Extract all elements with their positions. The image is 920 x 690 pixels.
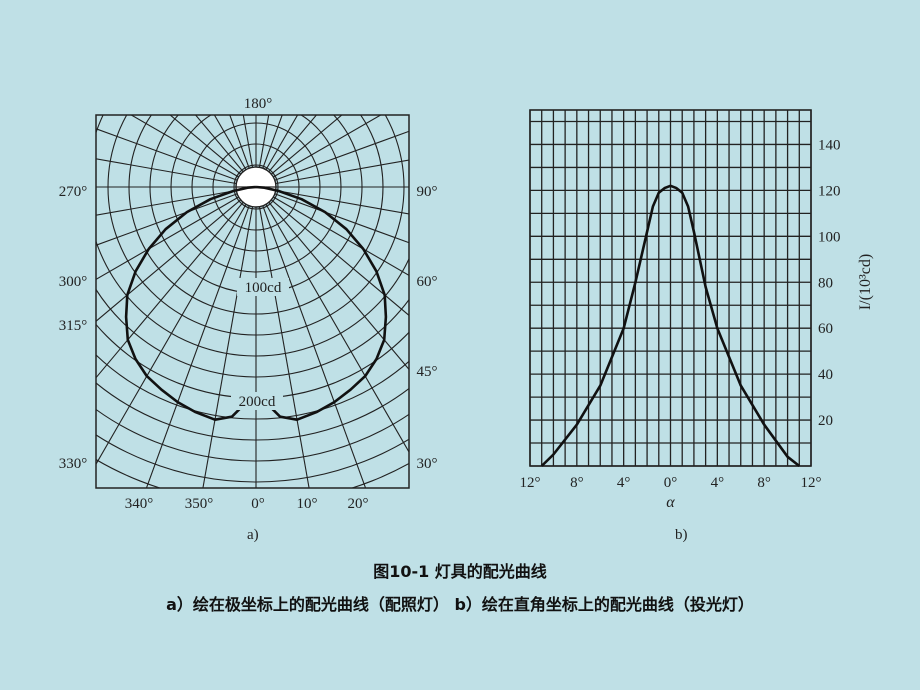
polar-grid-radial <box>269 115 343 176</box>
polar-grid-radial <box>130 115 241 179</box>
rect-frame <box>529 109 812 467</box>
rect-grid <box>529 109 812 467</box>
polar-grid-radial <box>96 189 239 216</box>
rect-x-tick-label: 12° <box>520 475 541 491</box>
polar-angle-label: 330° <box>59 456 88 472</box>
polar-grid-radial <box>258 115 270 170</box>
polar-angle-label: 0° <box>251 496 265 512</box>
polar-grid-radial <box>96 202 248 466</box>
polar-radius-label: 100cd <box>245 280 282 296</box>
rect-x-tick-label: 8° <box>570 475 584 491</box>
rect-x-tick-label: 4° <box>617 475 631 491</box>
rect-x-tick-label: 0° <box>664 475 678 491</box>
rect-labels: 20 40 60 80 100 120 140 12° 8° 4° 0° 4° 8° 12° α I/(10³… <box>520 137 875 511</box>
figure-caption-subtitle: a）绘在极坐标上的配光曲线（配照灯） b）绘在直角坐标上的配光曲线（投光灯） <box>166 595 754 614</box>
polar-radius-label-bg <box>231 392 283 410</box>
polar-grid-radial <box>261 203 367 488</box>
polar-grid-radial <box>273 189 409 215</box>
rect-y-tick-label: 140 <box>818 137 841 153</box>
polar-grid-radial <box>169 115 243 176</box>
rect-x-tick-label: 12° <box>801 475 822 491</box>
polar-grid-radial <box>96 128 240 182</box>
polar-grid-radial <box>264 115 299 172</box>
polar-angle-label: 45° <box>417 364 438 380</box>
polar-angle-label: 300° <box>59 274 88 290</box>
polar-grid-radial <box>145 203 251 488</box>
rect-x-tick-label: 4° <box>711 475 725 491</box>
polar-grid-radial <box>269 198 409 317</box>
polar-angle-label: 180° <box>244 96 273 112</box>
rect-y-tick-label: 80 <box>818 275 833 291</box>
polar-angle-label: 315° <box>59 318 88 334</box>
polar-grid-radial <box>242 115 254 170</box>
polar-grid-radial <box>213 115 248 172</box>
polar-grid-radial <box>261 115 283 171</box>
polar-frame <box>95 114 410 489</box>
polar-grid-radial <box>229 115 251 171</box>
rect-x-tick-label: 8° <box>757 475 771 491</box>
polar-grid-radial <box>258 204 310 488</box>
rect-y-tick-label: 100 <box>818 229 841 245</box>
polar-grid-radial <box>96 158 239 185</box>
polar-grid-radial <box>194 115 245 174</box>
rect-intensity-curve <box>540 184 801 468</box>
rect-y-tick-label: 120 <box>818 183 841 199</box>
figure-caption-title: 图10-1 灯具的配光曲线 <box>373 562 547 581</box>
polar-angle-label: 270° <box>59 184 88 200</box>
polar-angle-label: 30° <box>417 456 438 472</box>
polar-labels: 180° 270° 90° 300° 60° 315° 45° 330° 30° 340° 350°… <box>59 96 438 512</box>
polar-grid-radial <box>273 159 409 185</box>
polar-grid-radial <box>202 204 254 488</box>
polar-frame-rect <box>95 114 410 489</box>
polar-angle-label: 10° <box>297 496 318 512</box>
polar-grid-radial <box>96 198 243 322</box>
rect-y-tick-label: 20 <box>818 413 833 429</box>
polar-angle-label: 350° <box>185 496 214 512</box>
polar-angle-label: 340° <box>125 496 154 512</box>
polar-grid <box>96 115 409 488</box>
polar-grid-radial <box>272 130 409 182</box>
polar-angle-label: 60° <box>417 274 438 290</box>
rect-x-axis-label: α <box>666 494 675 511</box>
polar-grid-radial <box>96 200 245 379</box>
polar-grid-radial <box>271 115 382 179</box>
rect-y-axis-label: I/(10³cd) <box>857 254 874 310</box>
polar-angle-label: 90° <box>417 184 438 200</box>
panel-b-label: b) <box>675 527 688 543</box>
polar-grid-radial <box>271 195 409 276</box>
polar-grid-radial <box>264 202 409 454</box>
polar-radius-label-bg <box>237 278 289 296</box>
rect-curve-group <box>540 184 801 468</box>
polar-angle-label: 20° <box>348 496 369 512</box>
rect-y-tick-label: 60 <box>818 321 833 337</box>
polar-radius-label: 200cd <box>239 394 276 410</box>
panel-a-label: a) <box>247 527 259 543</box>
polar-grid-radial <box>267 115 318 174</box>
polar-grid-radial <box>96 195 241 281</box>
rect-y-tick-label: 40 <box>818 367 833 383</box>
polar-grid-radial <box>267 200 409 371</box>
